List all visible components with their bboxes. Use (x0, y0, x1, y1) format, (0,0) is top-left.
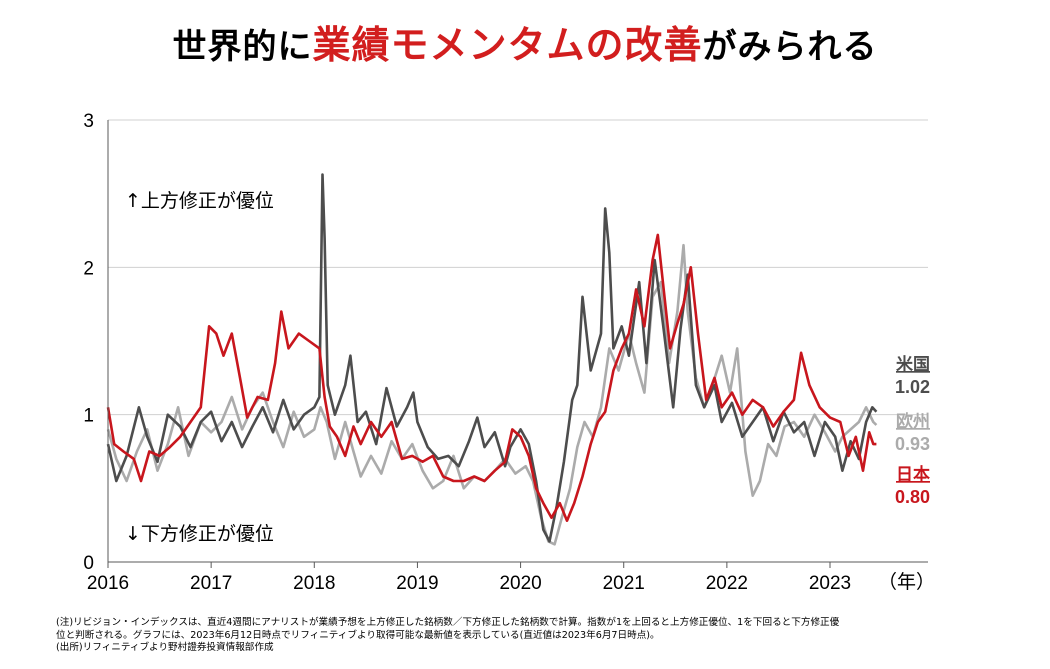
y-tick-label: 3 (83, 111, 94, 132)
legend-value-jp: 0.80 (895, 487, 930, 507)
axes (107, 120, 928, 568)
page-title: 世界的に業績モメンタムの改善がみられる (0, 14, 1050, 69)
x-tick-label: 2019 (396, 573, 438, 594)
legend-value-us: 1.02 (895, 377, 930, 397)
tick-labels: 0 1 2 3 2016 2017 2018 2019 2020 2021 2022 2023 (83, 111, 851, 594)
footnote-line: 位と判断される。グラフには、2023年6月12日時点でリフィニティブより取得可能… (56, 629, 660, 641)
x-tick-label: 2023 (809, 573, 851, 594)
title-pre: 世界的に (172, 27, 313, 67)
x-tick-label: 2021 (603, 573, 645, 594)
series-layer (106, 173, 878, 546)
y-tick-label: 2 (83, 258, 94, 279)
series-line-eu (106, 243, 878, 546)
x-tick-label: 2018 (293, 573, 335, 594)
x-tick-label: 2016 (87, 573, 129, 594)
y-tick-label: 1 (83, 406, 94, 427)
legend: 米国1.02 欧州0.93 日本0.80 (895, 354, 930, 507)
x-axis-unit: （年） (878, 571, 935, 593)
x-tick-label: 2022 (706, 573, 748, 594)
footnotes: (注)リビジョン・インデックスは、直近4週間にアナリストが業績予想を上方修正した… (56, 617, 956, 655)
y-tick-label: 0 (83, 553, 94, 574)
legend-value-eu: 0.93 (895, 434, 930, 454)
grid-lines (108, 119, 928, 416)
legend-name-us: 米国 (896, 354, 930, 375)
footnote-line: (出所)リフィニティブより野村證券投資情報部作成 (56, 642, 274, 653)
footnote-line: (注)リビジョン・インデックスは、直近4週間にアナリストが業績予想を上方修正した… (56, 617, 840, 628)
series-line-us (106, 173, 878, 543)
series-line-jp (106, 233, 877, 522)
legend-name-eu: 欧州 (896, 411, 930, 432)
legend-name-jp: 日本 (896, 464, 930, 485)
title-highlight: 業績モメンタムの改善 (312, 23, 703, 67)
x-tick-label: 2017 (190, 573, 232, 594)
x-tick-label: 2020 (499, 573, 541, 594)
annotation-lower: ↓下方修正が優位 (125, 523, 274, 545)
title-post: がみられる (702, 27, 878, 67)
annotation-upper: ↑上方修正が優位 (125, 190, 274, 212)
